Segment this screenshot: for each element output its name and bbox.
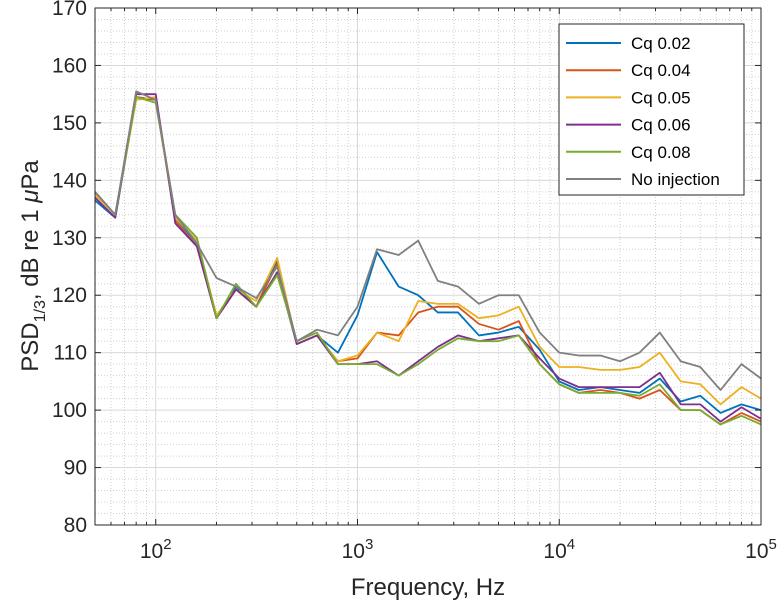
x-tick-label: 105	[745, 536, 777, 563]
y-tick-label: 170	[52, 0, 87, 20]
y-tick-label: 140	[52, 169, 87, 192]
y-axis-label: PSD1/3, dB re 1 μPa	[17, 160, 49, 372]
y-tick-label: 120	[52, 284, 87, 307]
legend-label-cq-0-02: Cq 0.02	[631, 34, 691, 53]
legend-label-cq-0-04: Cq 0.04	[631, 61, 691, 80]
y-tick-label: 90	[64, 457, 87, 480]
y-tick-label: 110	[54, 342, 87, 365]
y-tick-label: 100	[52, 399, 87, 422]
y-label-base: PSD	[17, 322, 44, 371]
legend-box	[558, 23, 745, 196]
series-group	[94, 90, 762, 426]
series-line-cq-0-06	[94, 93, 762, 423]
y-label-greek: μ	[17, 190, 44, 204]
x-tick-label: 102	[140, 536, 172, 563]
x-tick-label: 103	[342, 536, 374, 563]
series-line-cq-0-08	[94, 96, 762, 426]
series-line-no-injection	[94, 90, 762, 391]
legend-label-no-injection: No injection	[631, 170, 720, 189]
y-label-subscript: 1/3	[32, 300, 49, 322]
y-label-rest: , dB re 1	[17, 203, 44, 300]
x-tick-label: 104	[543, 536, 575, 563]
x-axis-label: Frequency, Hz	[351, 574, 505, 601]
legend-label-cq-0-08: Cq 0.08	[631, 143, 691, 162]
y-label-tail: Pa	[17, 160, 44, 190]
y-tick-label: 80	[64, 514, 87, 537]
plot-frame	[94, 7, 762, 526]
y-tick-label: 160	[52, 54, 87, 77]
tick-group	[94, 7, 762, 526]
legend: Cq 0.02 Cq 0.04 Cq 0.05 Cq 0.06 Cq 0.08 No in…	[558, 23, 745, 196]
y-tick-label: 130	[52, 227, 87, 250]
y-tick-labels: 80 90 100 110 120 130 140 150 160 170	[52, 0, 87, 537]
y-tick-label: 150	[52, 112, 87, 135]
legend-label-cq-0-05: Cq 0.05	[631, 88, 691, 107]
legend-label-cq-0-06: Cq 0.06	[631, 116, 691, 135]
x-tick-labels: 102 103 104 105	[140, 536, 777, 563]
